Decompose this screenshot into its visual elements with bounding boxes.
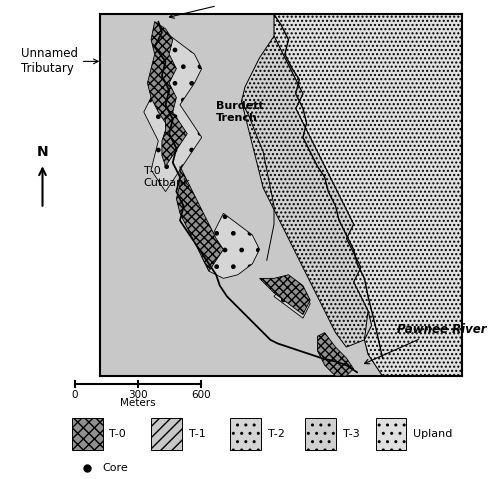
Text: Unnamed
Tributary: Unnamed Tributary bbox=[21, 47, 98, 75]
Text: Burdett
Trench: Burdett Trench bbox=[216, 101, 264, 123]
Text: 600: 600 bbox=[192, 390, 211, 400]
Text: Meters: Meters bbox=[120, 398, 156, 408]
Text: N: N bbox=[36, 145, 48, 159]
Text: T-0: T-0 bbox=[110, 429, 126, 439]
Text: T-0
Cutbank: T-0 Cutbank bbox=[144, 166, 190, 188]
Bar bbox=[230, 418, 261, 450]
Text: T-3: T-3 bbox=[342, 429, 359, 439]
Text: Pawnee River: Pawnee River bbox=[170, 0, 300, 18]
Text: Core: Core bbox=[103, 463, 128, 473]
Polygon shape bbox=[318, 332, 354, 376]
Text: 0: 0 bbox=[72, 390, 78, 400]
Text: 300: 300 bbox=[128, 390, 148, 400]
Polygon shape bbox=[202, 213, 260, 278]
Polygon shape bbox=[100, 14, 462, 376]
Text: T-2: T-2 bbox=[268, 429, 284, 439]
Polygon shape bbox=[148, 22, 176, 123]
Text: Upland: Upland bbox=[413, 429, 453, 439]
Polygon shape bbox=[162, 112, 187, 166]
Bar bbox=[376, 418, 406, 450]
Polygon shape bbox=[242, 36, 368, 347]
Polygon shape bbox=[176, 166, 224, 271]
Polygon shape bbox=[274, 14, 462, 376]
Bar bbox=[151, 418, 182, 450]
Bar bbox=[72, 418, 103, 450]
Bar bbox=[305, 418, 336, 450]
Text: Pawnee River: Pawnee River bbox=[364, 323, 486, 364]
Polygon shape bbox=[274, 278, 310, 318]
Polygon shape bbox=[144, 33, 202, 192]
Polygon shape bbox=[260, 275, 310, 315]
Text: T-1: T-1 bbox=[188, 429, 206, 439]
